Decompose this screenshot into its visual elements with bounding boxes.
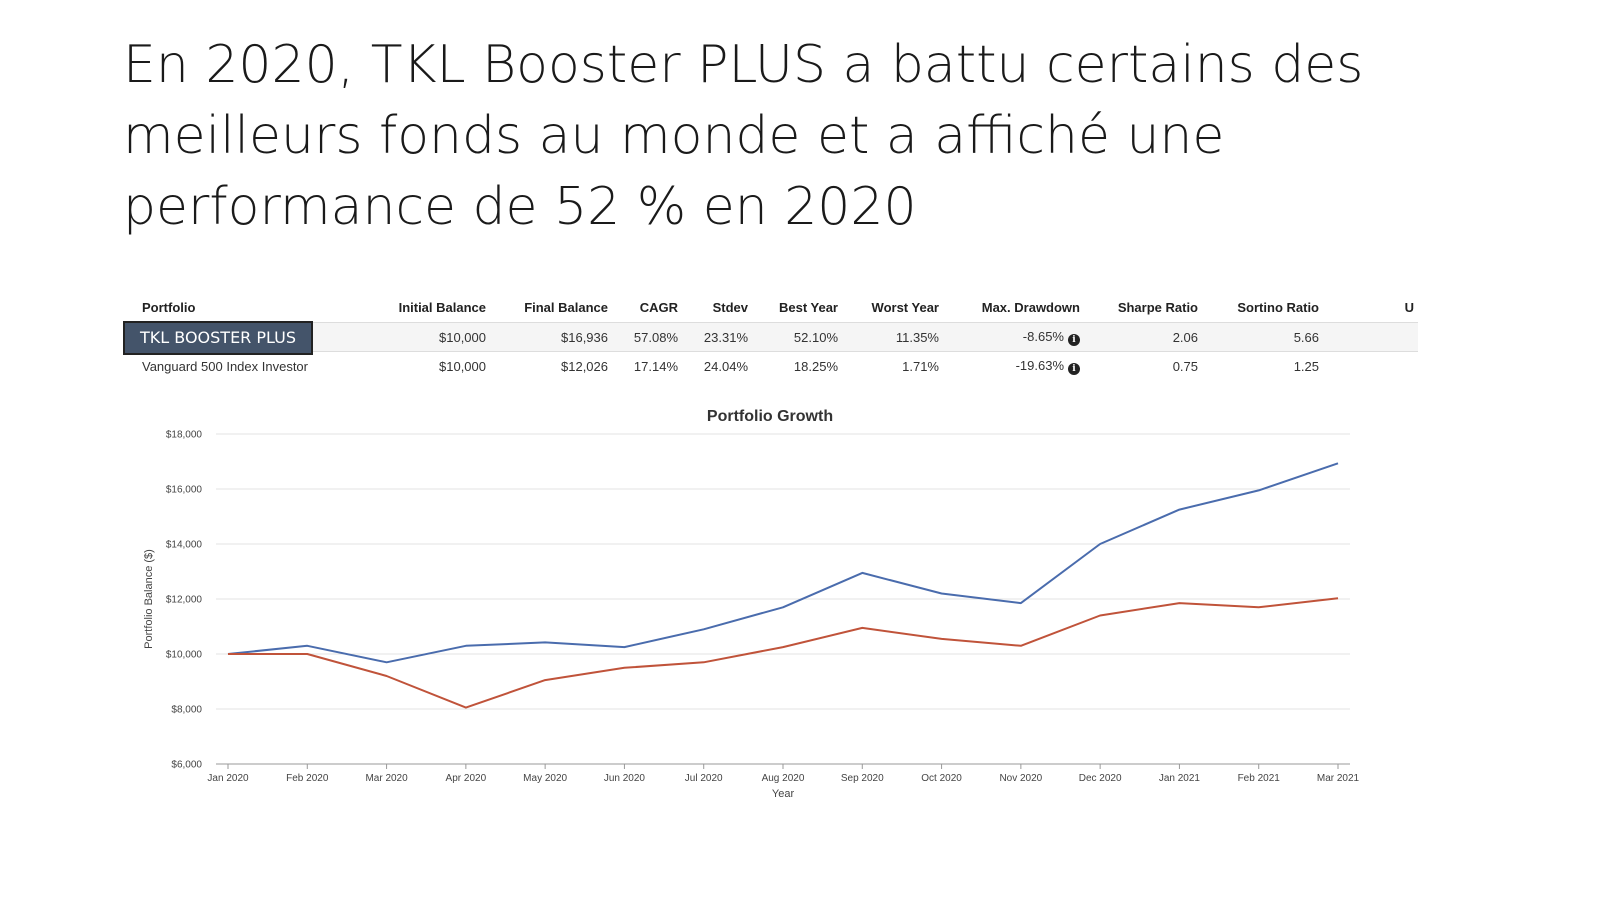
table-cell: 5.66 [1202,322,1323,352]
table-cell: $10,000 [348,322,490,352]
column-header: Worst Year [871,299,939,315]
table-cell: 0.75 [1172,358,1198,374]
slide-title: En 2020, TKL Booster PLUS a battu certai… [123,30,1523,243]
tkl-booster-plus-label: TKL BOOSTER PLUS [123,321,313,355]
column-header: U [1404,299,1414,315]
table-cell: 17.14% [633,358,678,374]
x-tick-label: Jun 2020 [604,773,646,784]
y-tick-label: $12,000 [166,595,203,606]
table-cell: 1.25 [1293,358,1319,374]
slide-title-line: En 2020, TKL Booster PLUS a battu certai… [123,35,1364,95]
column-header: Max. Drawdown [981,299,1080,315]
column-header: Initial Balance [398,299,486,315]
x-tick-label: Jul 2020 [685,773,723,784]
x-tick-label: May 2020 [523,773,567,784]
table-cell: 18.25% [793,358,838,374]
table-cell: 2.06 [1084,322,1202,352]
table-cell: -19.63% i [943,352,1084,381]
x-tick-label: Oct 2020 [921,773,962,784]
y-tick-label: $18,000 [166,430,203,441]
column-header: Sharpe Ratio [1117,299,1198,315]
table-row: $10,000 $16,936 57.08% 23.31% 52.10% 11.35% -8… [128,322,1418,352]
slide-title-line: performance de 52 % en 2020 [123,177,917,237]
y-tick-label: $14,000 [166,540,203,551]
table-cell: 24.04% [703,358,748,374]
table-cell: 1.71% [902,358,939,374]
table-cell: 52.10% [752,322,842,352]
column-header: Best Year [778,299,838,315]
info-circle-icon[interactable]: i [1068,333,1080,346]
x-tick-label: Feb 2021 [1238,773,1281,784]
table-cell: 11.35% [842,322,943,352]
table-cell: 23.31% [682,322,752,352]
y-tick-label: $10,000 [166,650,203,661]
table-cell: Vanguard 500 Index Investor [142,358,308,374]
series-line [228,597,1339,709]
x-tick-label: Apr 2020 [446,773,487,784]
info-circle-icon[interactable]: i [1068,362,1080,375]
x-tick-label: Nov 2020 [999,773,1042,784]
y-tick-label: $6,000 [171,760,202,771]
column-header: Stdev [712,299,748,315]
table-cell: 57.08% [612,322,682,352]
slide-title-line: meilleurs fonds au monde et a affiché un… [123,106,1225,166]
chart-title: Portfolio Growth [706,408,834,425]
table-cell: $12,026 [561,358,608,374]
x-tick-label: Mar 2021 [1317,773,1360,784]
x-tick-label: Feb 2020 [286,773,329,784]
column-header: Final Balance [524,299,608,315]
x-tick-label: Dec 2020 [1079,773,1122,784]
portfolio-stats-table: Portfolio Initial Balance Final Balance CAG… [128,292,1418,390]
series-line [227,462,1339,664]
y-tick-label: $8,000 [171,705,202,716]
x-tick-label: Aug 2020 [762,773,805,784]
y-axis-label: Portfolio Balance ($) [143,549,155,649]
table-cell [1323,352,1418,381]
y-tick-label: $16,000 [166,485,203,496]
x-tick-label: Mar 2020 [365,773,408,784]
table-cell: -8.65% i [943,322,1084,352]
column-header: Sortino Ratio [1237,299,1319,315]
portfolio-growth-chart: $6,000 $8,000 $10,000 $12,000 $14,000 $16,000… [143,430,1360,800]
table-row: Vanguard 500 Index Investor $10,000 $12,02… [128,352,1418,381]
x-tick-label: Jan 2020 [207,773,249,784]
table-cell: $16,936 [490,322,612,352]
table-cell: $10,000 [439,358,486,374]
x-tick-label: Jan 2021 [1159,773,1201,784]
table-cell [1323,322,1418,352]
column-header: CAGR [639,299,678,315]
x-axis-label: Year [772,788,795,800]
column-header: Portfolio [142,299,196,315]
x-tick-label: Sep 2020 [841,773,884,784]
